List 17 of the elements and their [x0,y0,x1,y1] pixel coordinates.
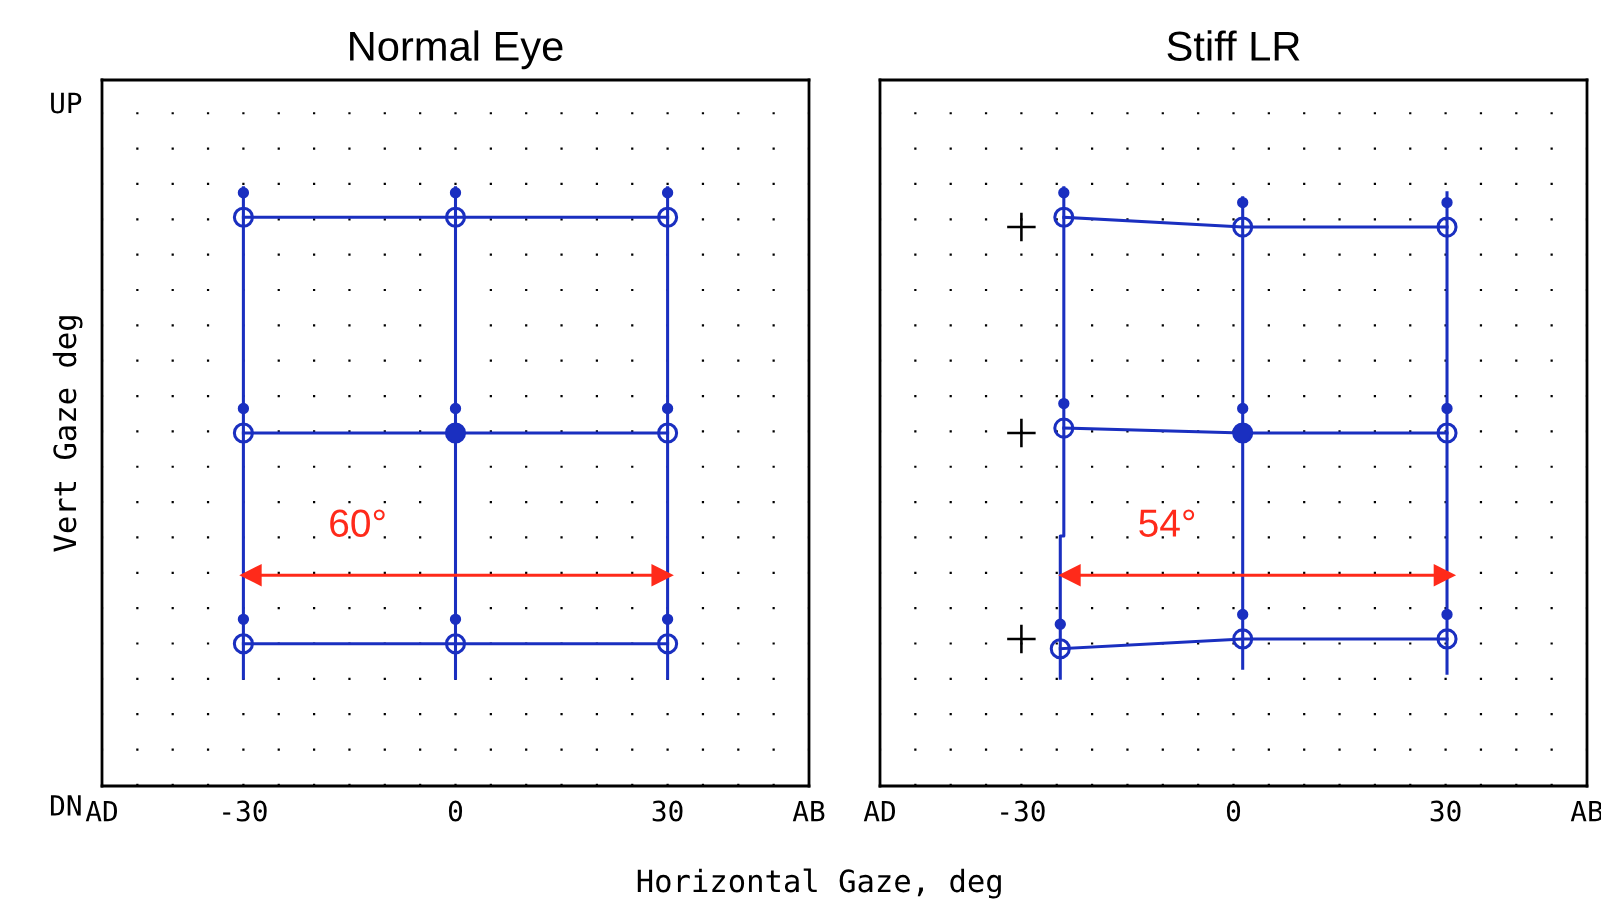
x-tick-label: 30 [652,800,683,822]
annotation: 54° [1139,509,1195,537]
y-axis-title: Vert Gaze deg [52,316,83,552]
x-tick-label: AD [85,800,117,822]
x-tick-label: AD [863,800,895,822]
x-tick-label: 0 [1226,800,1241,822]
text: UP [51,92,82,114]
x-tick-label: 30 [1430,800,1461,822]
x-tick-label: AB [792,800,825,822]
x-tick-label: -30 [223,800,267,822]
text: DN [50,795,81,816]
x-tick-label: 0 [448,800,463,822]
annotation: 60° [330,509,385,537]
x-tick-label: -30 [1001,800,1045,822]
x-axis-title: Horizontal Gaze, deg [637,868,1001,899]
chart-title: Stiff LR [1167,30,1300,61]
chart-title: Normal Eye [350,30,563,70]
